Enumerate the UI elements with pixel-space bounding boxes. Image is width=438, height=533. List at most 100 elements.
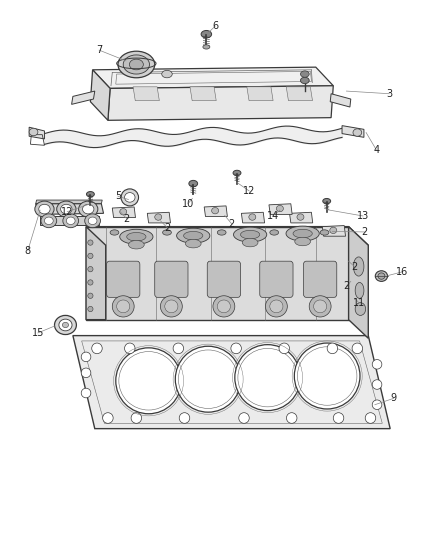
Text: 13: 13 <box>356 211 368 221</box>
Ellipse shape <box>211 207 218 214</box>
Text: 2: 2 <box>361 227 367 237</box>
FancyBboxPatch shape <box>259 261 292 297</box>
Ellipse shape <box>88 266 93 272</box>
Ellipse shape <box>121 189 138 206</box>
Ellipse shape <box>173 343 183 354</box>
Text: 2: 2 <box>228 219 234 229</box>
Text: 6: 6 <box>212 21 218 31</box>
Ellipse shape <box>86 191 94 197</box>
Polygon shape <box>92 67 332 88</box>
Ellipse shape <box>202 45 209 49</box>
Ellipse shape <box>57 201 76 217</box>
Polygon shape <box>35 204 103 214</box>
Polygon shape <box>40 216 99 225</box>
Ellipse shape <box>326 343 337 354</box>
Ellipse shape <box>292 229 311 238</box>
FancyBboxPatch shape <box>106 261 140 297</box>
Ellipse shape <box>81 388 91 398</box>
FancyBboxPatch shape <box>154 261 187 297</box>
Ellipse shape <box>164 300 177 313</box>
Ellipse shape <box>234 345 300 410</box>
Ellipse shape <box>217 230 226 235</box>
Polygon shape <box>204 206 227 216</box>
Text: 3: 3 <box>385 88 392 99</box>
Text: 4: 4 <box>372 144 378 155</box>
Ellipse shape <box>233 170 240 175</box>
Ellipse shape <box>276 205 283 212</box>
Text: 15: 15 <box>32 328 44 338</box>
Polygon shape <box>341 126 363 138</box>
Ellipse shape <box>118 51 154 78</box>
Ellipse shape <box>269 230 278 235</box>
Text: 14: 14 <box>266 211 279 221</box>
Ellipse shape <box>39 204 50 214</box>
Ellipse shape <box>230 343 241 354</box>
Polygon shape <box>86 227 348 320</box>
Ellipse shape <box>371 379 381 389</box>
Ellipse shape <box>371 400 381 409</box>
Ellipse shape <box>81 368 91 377</box>
Text: 5: 5 <box>115 191 121 201</box>
Ellipse shape <box>354 282 363 298</box>
Ellipse shape <box>364 413 375 423</box>
Ellipse shape <box>242 238 258 247</box>
FancyBboxPatch shape <box>207 261 240 297</box>
Ellipse shape <box>162 230 171 235</box>
Ellipse shape <box>54 316 76 335</box>
Ellipse shape <box>66 217 75 224</box>
Polygon shape <box>29 127 44 139</box>
Ellipse shape <box>128 240 144 249</box>
Ellipse shape <box>238 413 249 423</box>
Polygon shape <box>348 227 367 338</box>
Ellipse shape <box>374 271 387 281</box>
Ellipse shape <box>248 214 255 220</box>
FancyBboxPatch shape <box>303 261 336 297</box>
Ellipse shape <box>377 273 384 279</box>
Ellipse shape <box>81 352 91 362</box>
Ellipse shape <box>354 303 365 316</box>
Polygon shape <box>35 200 102 204</box>
Text: 2: 2 <box>124 214 130 224</box>
Ellipse shape <box>120 208 127 215</box>
Ellipse shape <box>129 59 143 70</box>
Ellipse shape <box>185 239 201 248</box>
Text: 7: 7 <box>96 45 102 55</box>
Ellipse shape <box>293 343 359 409</box>
Ellipse shape <box>88 240 93 245</box>
Text: 10: 10 <box>181 199 194 209</box>
Polygon shape <box>268 204 291 214</box>
Ellipse shape <box>112 296 134 317</box>
Ellipse shape <box>120 229 152 244</box>
Text: 16: 16 <box>396 267 408 277</box>
Ellipse shape <box>353 257 363 276</box>
Ellipse shape <box>160 296 182 317</box>
Ellipse shape <box>188 180 197 187</box>
Ellipse shape <box>154 214 161 220</box>
Ellipse shape <box>131 413 141 423</box>
Ellipse shape <box>60 204 72 214</box>
Polygon shape <box>86 227 367 245</box>
Text: 11: 11 <box>352 297 364 308</box>
Ellipse shape <box>88 217 97 224</box>
Polygon shape <box>112 207 135 217</box>
Ellipse shape <box>117 300 130 313</box>
Ellipse shape <box>175 346 240 412</box>
Ellipse shape <box>332 413 343 423</box>
Ellipse shape <box>124 343 135 354</box>
Ellipse shape <box>29 128 38 136</box>
Ellipse shape <box>176 228 209 243</box>
Polygon shape <box>246 87 272 101</box>
Polygon shape <box>289 212 312 223</box>
Ellipse shape <box>308 296 330 317</box>
Ellipse shape <box>116 348 181 414</box>
Polygon shape <box>133 87 159 101</box>
Polygon shape <box>71 91 95 104</box>
Polygon shape <box>329 94 350 107</box>
Ellipse shape <box>88 253 93 259</box>
Ellipse shape <box>41 214 57 228</box>
Ellipse shape <box>300 77 308 84</box>
Ellipse shape <box>240 230 259 239</box>
Ellipse shape <box>233 227 266 242</box>
Polygon shape <box>90 70 110 120</box>
Text: 12: 12 <box>243 186 255 196</box>
